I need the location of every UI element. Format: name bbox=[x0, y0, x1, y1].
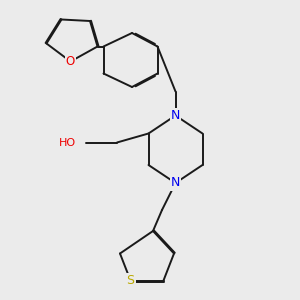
Text: O: O bbox=[66, 55, 75, 68]
Text: HO: HO bbox=[59, 137, 76, 148]
Text: N: N bbox=[171, 176, 180, 190]
Text: N: N bbox=[171, 109, 180, 122]
Text: S: S bbox=[127, 274, 134, 287]
